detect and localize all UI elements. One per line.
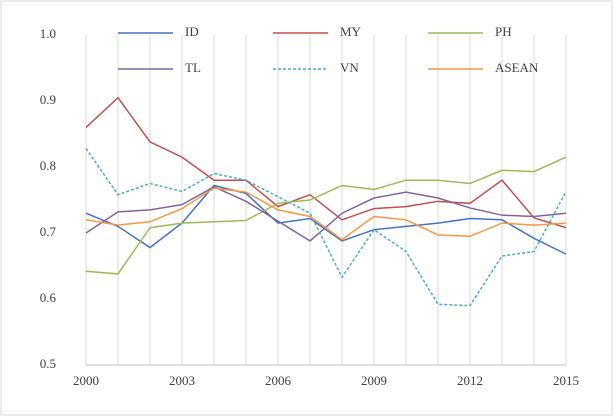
series-line (85, 156, 567, 275)
legend-label: PH (495, 24, 512, 39)
x-tick-label: 2009 (361, 373, 387, 388)
x-tick-label: 2012 (457, 373, 483, 388)
x-tick-label: 2006 (265, 373, 292, 388)
y-tick-label: 0.9 (40, 92, 56, 107)
y-tick-label: 0.8 (40, 158, 56, 173)
legend-label: VN (340, 60, 359, 75)
y-tick-label: 0.5 (40, 356, 56, 371)
series-line (85, 148, 567, 307)
series-line (85, 187, 567, 241)
series-line (85, 185, 567, 242)
y-tick-label: 0.7 (40, 224, 57, 239)
legend-label: TL (185, 60, 201, 75)
x-tick-label: 2003 (169, 373, 195, 388)
legend-label: MY (340, 24, 362, 39)
series-line (85, 184, 567, 255)
legend-label: ID (185, 24, 199, 39)
legend-label: ASEAN (495, 60, 539, 75)
series-line (85, 96, 567, 229)
y-tick-label: 0.6 (40, 290, 57, 305)
y-tick-label: 1.0 (40, 26, 56, 41)
x-tick-label: 2000 (73, 373, 99, 388)
x-tick-label: 2015 (553, 373, 579, 388)
